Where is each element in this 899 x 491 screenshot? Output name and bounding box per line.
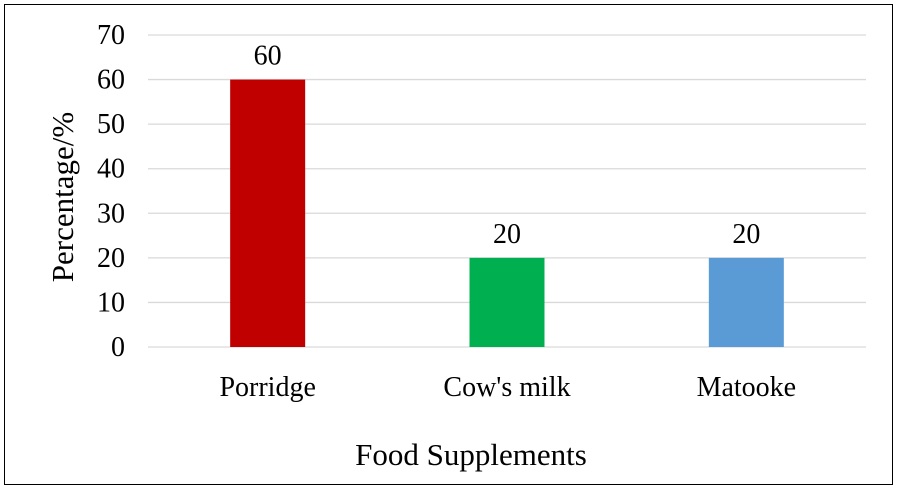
y-tick-label: 50: [97, 109, 125, 140]
y-axis-ticks: 0 10 20 30 40 50 60 70: [97, 20, 125, 363]
data-labels: 60 20 20: [254, 41, 761, 250]
bar-cow-s-milk: [469, 257, 545, 347]
y-tick-label: 0: [111, 332, 125, 363]
data-label: 20: [732, 219, 760, 250]
y-tick-label: 20: [97, 243, 125, 274]
bars: [230, 79, 784, 348]
y-axis-title: Percentage/%: [45, 112, 80, 282]
y-tick-label: 30: [97, 198, 125, 229]
data-label: 20: [493, 219, 521, 250]
x-axis-ticks: Porridge Cow's milk Matooke: [219, 372, 796, 403]
y-tick-label: 60: [97, 65, 125, 96]
bar-matooke: [708, 257, 784, 347]
x-tick-label: Porridge: [219, 372, 315, 403]
data-label: 60: [254, 41, 282, 72]
chart-frame: 0 10 20 30 40 50 60 70 60 20 20 Porridge Cow's mil…: [4, 4, 893, 485]
bar-chart: 0 10 20 30 40 50 60 70 60 20 20 Porridge Cow's mil…: [45, 20, 866, 472]
y-tick-label: 10: [97, 287, 125, 318]
y-tick-label: 40: [97, 154, 125, 185]
x-axis-title: Food Supplements: [355, 437, 587, 472]
bar-porridge: [230, 79, 306, 348]
x-tick-label: Matooke: [697, 372, 797, 403]
x-tick-label: Cow's milk: [443, 372, 570, 403]
y-tick-label: 70: [97, 20, 125, 51]
